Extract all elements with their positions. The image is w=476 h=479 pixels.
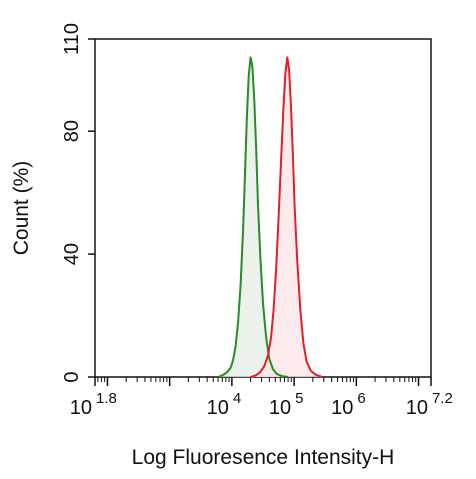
x-tick-label-exponent: 7.2 bbox=[432, 390, 453, 407]
x-tick-label-base: 10 bbox=[331, 397, 353, 419]
x-axis-title: Log Fluoresence Intensity-H bbox=[132, 446, 395, 469]
x-tick-label-exponent: 5 bbox=[295, 390, 303, 407]
series-1-line bbox=[217, 56, 289, 378]
x-tick-label-exponent: 1.8 bbox=[96, 390, 117, 407]
x-axis: 10 1.8 10 4 10 5 10 6 10 7.2 bbox=[70, 377, 453, 419]
x-tick-label-base: 10 bbox=[269, 397, 291, 419]
x-tick-label-exponent: 6 bbox=[357, 390, 365, 407]
y-axis: 0 40 80 110 bbox=[61, 23, 95, 383]
y-tick-label: 110 bbox=[61, 23, 83, 55]
y-tick-label: 40 bbox=[61, 243, 83, 265]
x-tick-label-base: 10 bbox=[70, 397, 92, 419]
series-1-area bbox=[218, 57, 288, 378]
x-tick-label-base: 10 bbox=[406, 397, 428, 419]
series-2-line bbox=[250, 56, 323, 378]
y-tick-label: 80 bbox=[61, 120, 83, 142]
plot-area bbox=[94, 38, 432, 378]
series-layer bbox=[217, 56, 323, 378]
x-tick-label-base: 10 bbox=[207, 397, 229, 419]
y-tick-label: 0 bbox=[61, 371, 83, 382]
x-tick-label-exponent: 4 bbox=[233, 390, 241, 407]
y-axis-title: Count (%) bbox=[10, 161, 33, 256]
series-2-area bbox=[250, 57, 323, 378]
